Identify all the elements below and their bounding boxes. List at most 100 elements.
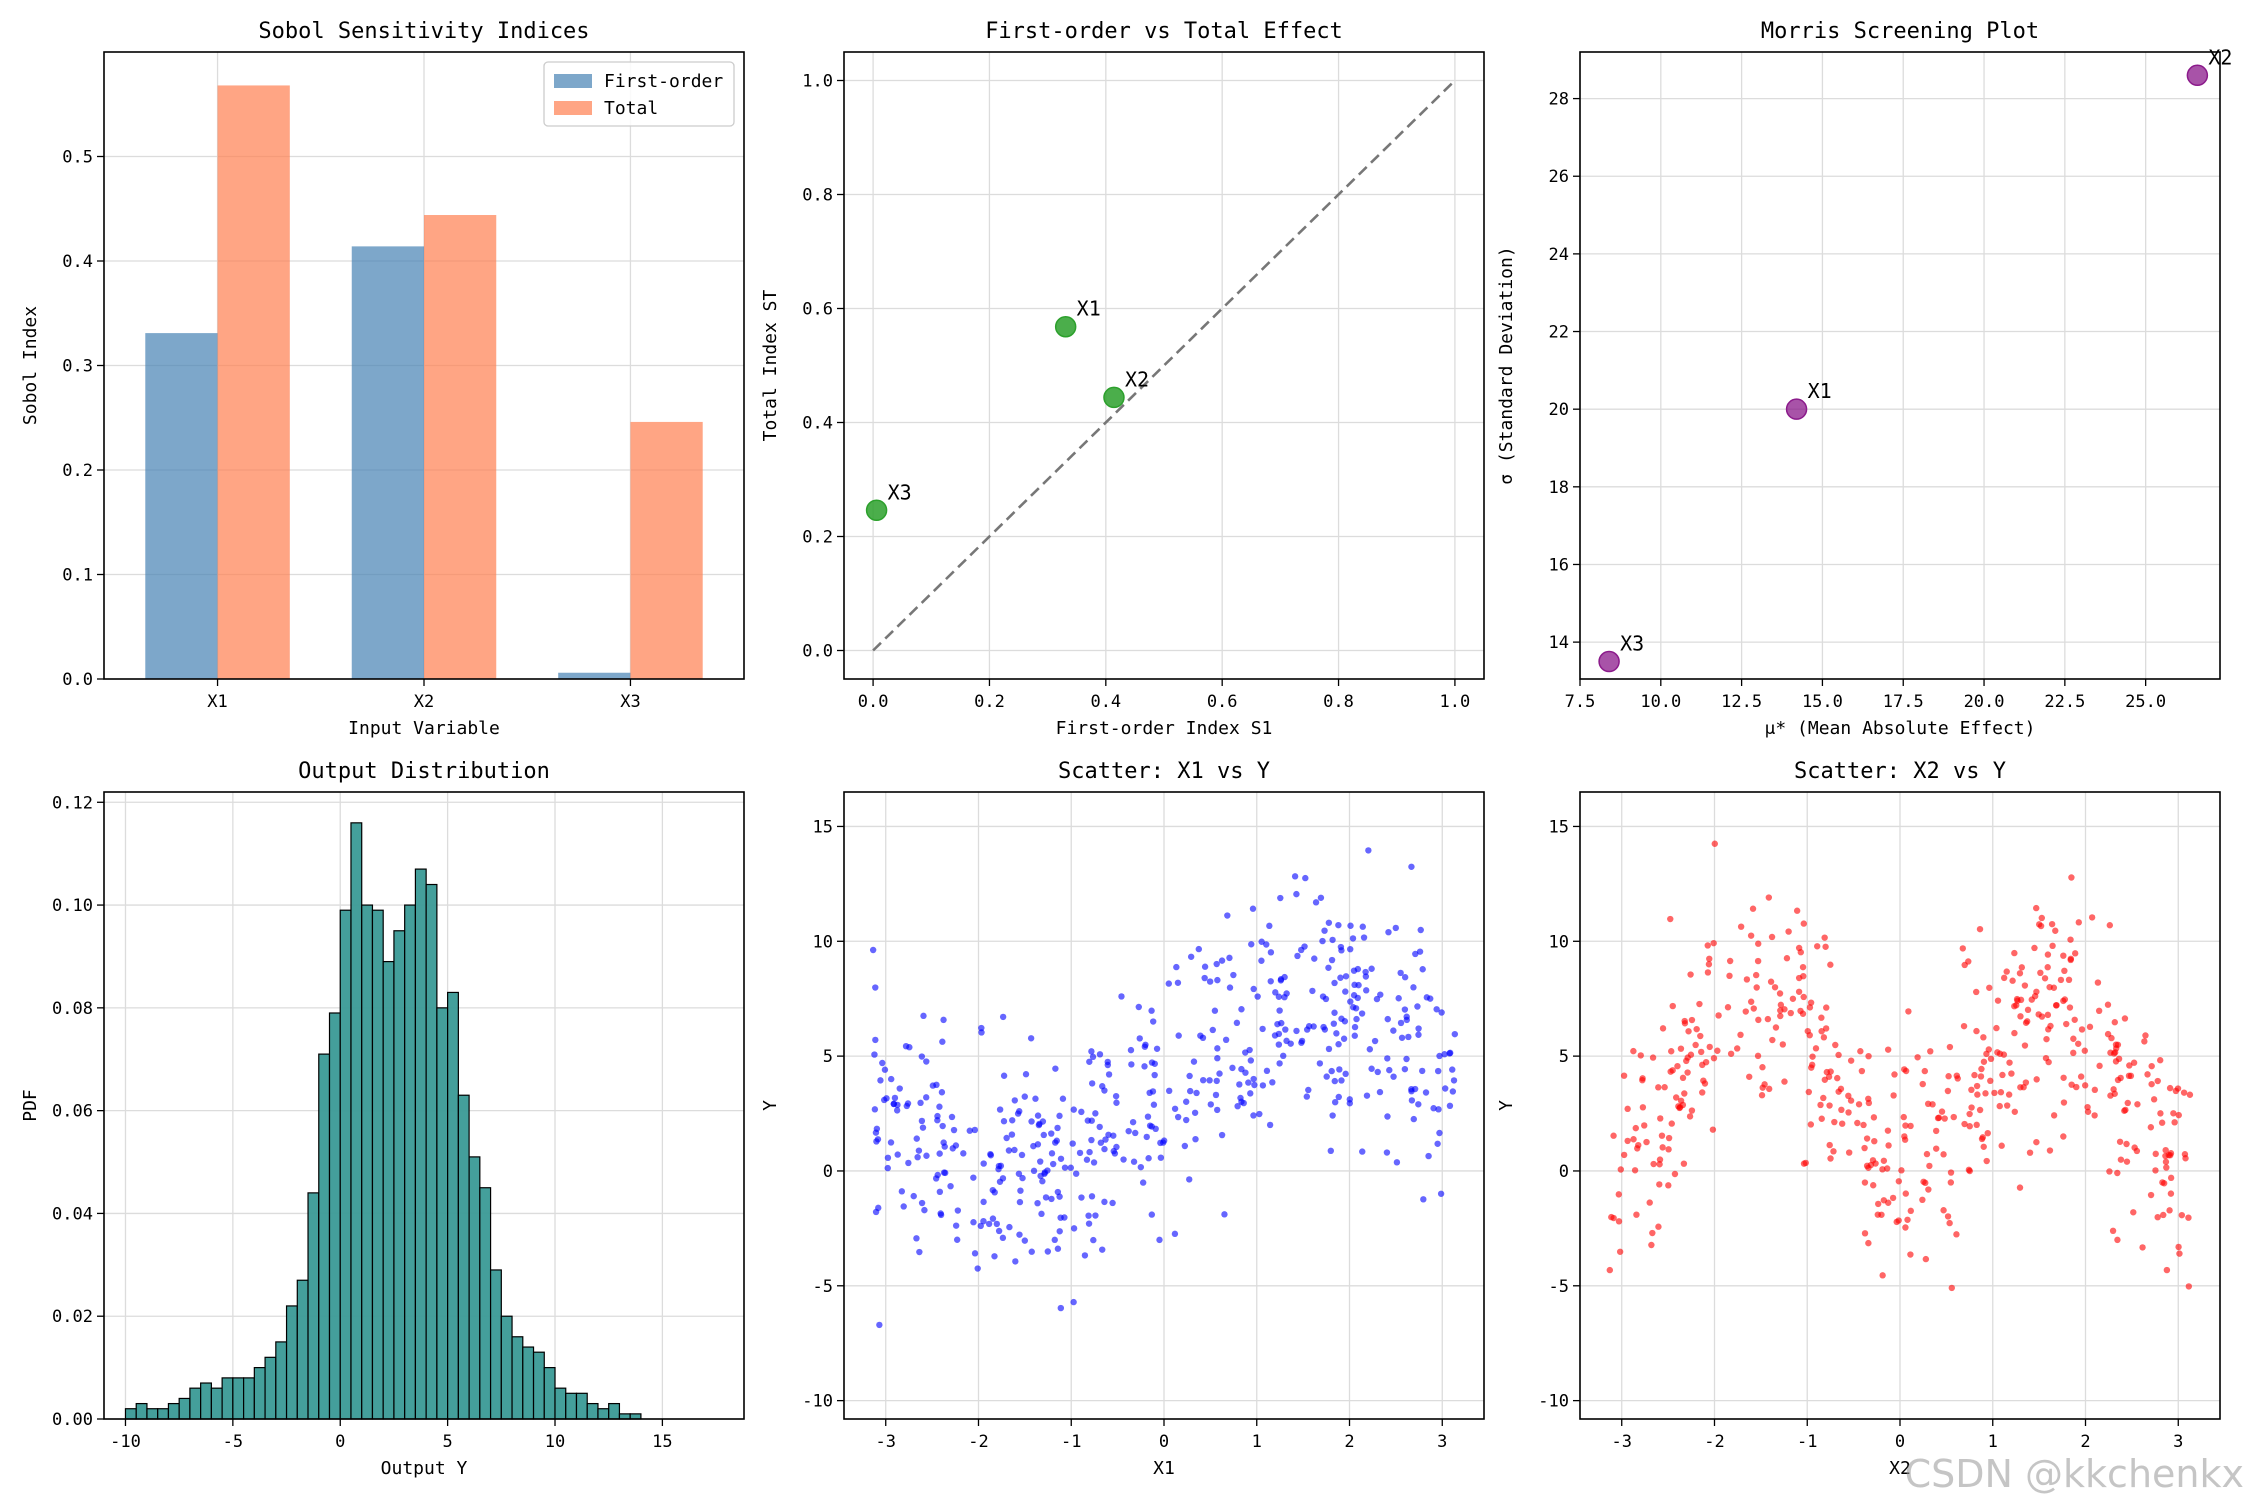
scatter-point: [1922, 1179, 1929, 1187]
x-tick-label: X2: [414, 692, 434, 712]
scatter-point: [2075, 919, 2082, 926]
scatter-point: [1209, 1026, 1216, 1034]
scatter-point: [1006, 1223, 1013, 1231]
histogram-bar: [543, 1367, 556, 1420]
y-tick-label: 0.12: [52, 793, 93, 813]
scatter-point: [2081, 1082, 2089, 1089]
y-tick-label: 0.4: [802, 414, 833, 434]
scatter-point: [2024, 1018, 2031, 1025]
scatter-point: [2086, 1023, 2094, 1031]
scatter-point: [893, 1107, 901, 1114]
y-tick-label: 26: [1549, 167, 1569, 187]
scatter-point: [1401, 974, 1409, 981]
scatter-point: [1976, 1106, 1984, 1114]
y-tick-label: 0.2: [802, 528, 833, 548]
scatter-point: [1319, 937, 1326, 945]
histogram-bar: [296, 1279, 309, 1420]
scatter-point: [2162, 1158, 2170, 1166]
scatter-point: [2020, 1083, 2027, 1091]
scatter-point: [941, 1143, 948, 1150]
scatter-point: [949, 1145, 956, 1152]
y-tick-label: 0.10: [52, 896, 93, 916]
scatter-point: [1415, 1025, 1422, 1032]
histogram-bar: [285, 1305, 298, 1420]
scatter-point: [2033, 904, 2040, 912]
scatter-point: [1197, 1032, 1204, 1039]
histogram-bar: [479, 1187, 492, 1420]
scatter-point: [2038, 914, 2045, 922]
scatter-point: [1267, 978, 1274, 985]
scatter-point: [918, 1117, 926, 1125]
histogram-bar: [221, 1377, 234, 1420]
scatter-point: [1276, 1007, 1283, 1014]
scatter-point: [904, 1100, 912, 1107]
scatter-point: [879, 1059, 886, 1067]
bar-first-order-x2: [351, 246, 424, 679]
scatter-point: [1698, 1048, 1705, 1056]
x-tick-label: 7.5: [1565, 692, 1596, 712]
scatter-point: [2152, 1167, 2159, 1174]
x-tick-label: 0: [335, 1432, 345, 1452]
scatter-point: [906, 1044, 913, 1051]
scatter-point: [2060, 1099, 2068, 1106]
scatter-point: [1335, 1093, 1342, 1101]
scatter-point: [1148, 1007, 1155, 1014]
scatter-point: [1450, 1077, 1458, 1084]
scatter-point: [1340, 1035, 1348, 1042]
scatter-point: [1902, 1190, 1909, 1197]
scatter-point: [2182, 1155, 2189, 1162]
x-tick-label: 10.0: [1640, 692, 1681, 712]
scatter-point: [1371, 1037, 1379, 1045]
scatter-point: [2050, 1112, 2058, 1119]
scatter-point: [1390, 1073, 1397, 1080]
scatter-point: [1870, 1114, 1878, 1121]
y-tick-label: -10: [1538, 1392, 1569, 1412]
scatter-point: [873, 1138, 880, 1145]
scatter-point: [1218, 1131, 1226, 1139]
scatter-point: [1016, 1231, 1023, 1238]
scatter-point: [1362, 973, 1370, 980]
scatter-point: [1812, 1045, 1820, 1052]
y-tick-label: 1.0: [802, 72, 833, 92]
x-tick-label: 20.0: [1964, 692, 2005, 712]
scatter-point: [1250, 985, 1257, 993]
scatter-point: [1275, 1041, 1283, 1048]
histogram-bar: [167, 1402, 180, 1420]
scatter-point: [2024, 1006, 2032, 1014]
scatter-point: [2148, 1062, 2155, 1070]
scatter-point: [2178, 1211, 2186, 1219]
scatter-point: [1870, 1182, 1877, 1189]
scatter-point: [1213, 1077, 1220, 1085]
scatter-point: [1191, 1109, 1199, 1116]
scatter-point: [937, 1210, 944, 1217]
scatter-point: [1144, 1113, 1152, 1120]
scatter-point: [1221, 1211, 1228, 1218]
scatter-point: [1258, 957, 1265, 964]
scatter-point: [914, 1153, 921, 1161]
scatter-point: [987, 1152, 995, 1159]
scatter-point: [1267, 949, 1275, 956]
scatter-point: [1669, 1067, 1676, 1074]
watermark: CSDN @kkchenkx: [1904, 1452, 2244, 1496]
scatter-point: [1019, 1174, 1026, 1182]
x-tick-label: 0.8: [1323, 692, 1354, 712]
scatter-point: [1914, 1054, 1921, 1061]
x-tick-label: -2: [968, 1432, 988, 1452]
x-tick-label: 0: [1159, 1432, 1169, 1452]
scatter-point: [923, 1152, 930, 1159]
scatter-point: [1890, 1092, 1897, 1099]
scatter-point: [1965, 958, 1972, 965]
y-axis-label: Y: [1496, 1100, 1517, 1111]
scatter-point: [2130, 1059, 2138, 1066]
plot-area: [869, 847, 1459, 1329]
scatter-point: [888, 1075, 895, 1083]
scatter-point: [1040, 1131, 1047, 1139]
scatter-point: [1317, 894, 1325, 901]
scatter-point: [1207, 1101, 1214, 1108]
scatter-point: [1608, 1213, 1615, 1221]
scatter-point: [1661, 1084, 1668, 1091]
scatter-point: [1150, 1101, 1158, 1108]
scatter-point: [2065, 976, 2073, 984]
scatter-point: [1699, 1089, 1706, 1096]
scatter-point: [1974, 1091, 1981, 1098]
